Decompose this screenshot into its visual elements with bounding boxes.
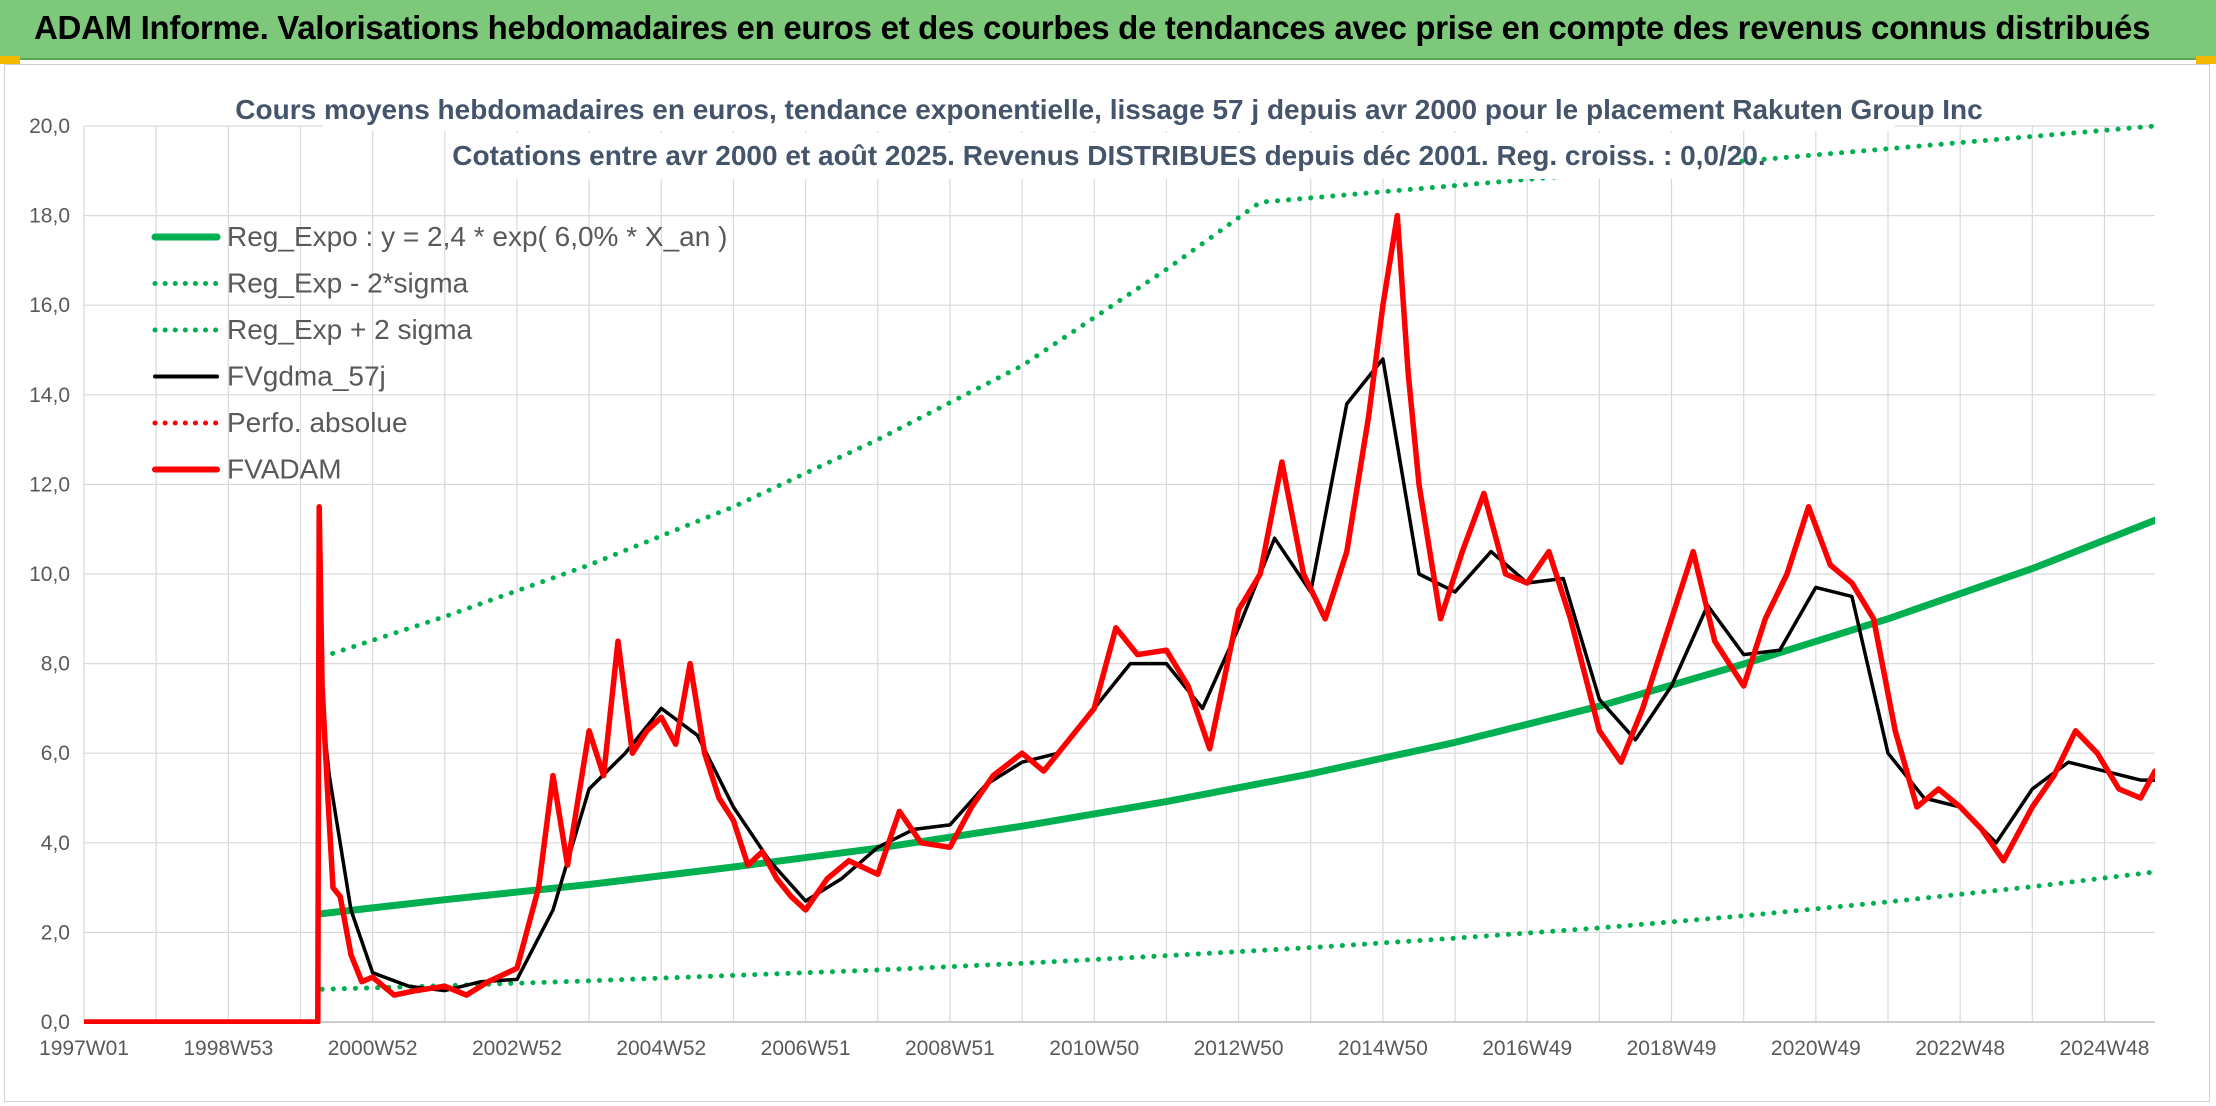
x-tick-label: 2008W51 [905, 1037, 995, 1060]
legend-label: Reg_Exp + 2 sigma [227, 314, 473, 345]
legend-label: FVgdma_57j [227, 361, 386, 392]
x-tick-label: 2020W49 [1771, 1037, 1861, 1060]
y-tick-label: 14,0 [29, 384, 70, 407]
x-tick-label: 2004W52 [616, 1037, 706, 1060]
x-tick-label: 2018W49 [1627, 1037, 1717, 1060]
y-tick-label: 20,0 [29, 115, 70, 138]
x-tick-label: 2010W50 [1049, 1037, 1139, 1060]
y-tick-label: 10,0 [29, 563, 70, 586]
x-tick-label: 2002W52 [472, 1037, 562, 1060]
series-fvgdma [320, 357, 2155, 993]
x-tick-label: 2012W50 [1194, 1037, 1284, 1060]
corner-marker-left [0, 56, 20, 64]
series-reg-exp-minus [319, 869, 2155, 992]
chart-frame: 0,0 2,0 4,0 6,0 8,0 10,0 12,0 14,0 16,0 18,0 20,0 … [4, 64, 2210, 1102]
y-tick-label: 4,0 [41, 832, 70, 855]
y-tick-label: 18,0 [29, 205, 70, 228]
x-tick-label: 2014W50 [1338, 1037, 1428, 1060]
series-reg-exp-plus [319, 124, 2155, 660]
legend-label: Reg_Exp - 2*sigma [227, 268, 469, 299]
y-tick-label: 0,0 [41, 1011, 70, 1034]
x-tick-label: 1998W53 [183, 1037, 273, 1060]
x-axis: 1997W01 1998W53 2000W52 2002W52 2004W52 2006W… [39, 1037, 2149, 1060]
series-fvadam [84, 212, 2155, 1024]
x-tick-label: 2016W49 [1482, 1037, 1572, 1060]
x-tick-label: 1997W01 [39, 1037, 129, 1060]
chart-title-line2: Cotations entre avr 2000 et août 2025. R… [452, 140, 1765, 171]
title-background-1 [323, 85, 1895, 131]
legend-label: Reg_Expo : y = 2,4 * exp( 6,0% * X_an ) [227, 221, 727, 252]
x-tick-label: 2022W48 [1915, 1037, 2005, 1060]
chart-title-line1: Cours moyens hebdomadaires en euros, ten… [235, 94, 1982, 125]
banner-title: ADAM Informe. Valorisations hebdomadaire… [34, 9, 2151, 46]
legend-label: Perfo. absolue [227, 407, 408, 438]
x-tick-label: 2000W52 [328, 1037, 418, 1060]
x-tick-label: 2024W48 [2060, 1037, 2150, 1060]
y-tick-label: 2,0 [41, 921, 70, 944]
banner: ADAM Informe. Valorisations hebdomadaire… [0, 0, 2216, 60]
x-tick-label: 2006W51 [761, 1037, 851, 1060]
legend: Reg_Expo : y = 2,4 * exp( 6,0% * X_an ) R… [151, 221, 727, 485]
y-tick-label: 16,0 [29, 294, 70, 317]
legend-label: FVADAM [227, 454, 342, 485]
title-background-2 [515, 133, 1735, 179]
corner-marker-right [2196, 56, 2216, 64]
series-lines [84, 124, 2155, 1024]
y-axis: 0,0 2,0 4,0 6,0 8,0 10,0 12,0 14,0 16,0 18,0 20,0 [29, 115, 70, 1034]
chart: 0,02,04,06,08,010,012,014,016,018,020,0 … [29, 85, 2155, 1060]
y-tick-label: 12,0 [29, 473, 70, 496]
series-reg-expo [318, 516, 2155, 918]
y-tick-label: 6,0 [41, 742, 70, 765]
y-tick-label: 8,0 [41, 653, 70, 676]
